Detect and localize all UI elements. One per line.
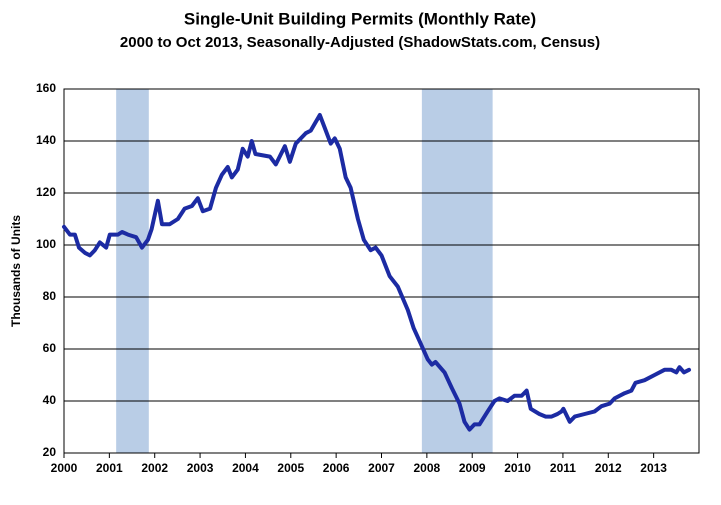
x-tick-label: 2011 xyxy=(550,461,576,475)
shaded-period xyxy=(421,89,493,453)
x-tick-label: 2003 xyxy=(187,461,214,475)
y-tick-label: 80 xyxy=(43,289,57,303)
x-tick-label: 2005 xyxy=(277,461,304,475)
y-tick-label: 40 xyxy=(43,393,57,407)
y-tick-label: 100 xyxy=(36,237,56,251)
y-tick-label: 160 xyxy=(36,81,56,95)
x-tick-label: 2006 xyxy=(323,461,350,475)
shaded-period xyxy=(116,89,149,453)
data-line xyxy=(62,113,692,432)
x-tick-label: 2009 xyxy=(459,461,486,475)
x-tick-label: 2008 xyxy=(414,461,441,475)
x-tick-label: 2007 xyxy=(368,461,395,475)
x-tick-label: 2013 xyxy=(640,461,667,475)
y-tick-label: 120 xyxy=(36,185,56,199)
x-tick-label: 2002 xyxy=(141,461,168,475)
y-tick-label: 20 xyxy=(43,445,57,459)
x-tick-label: 2012 xyxy=(595,461,622,475)
y-tick-label: 140 xyxy=(36,133,56,147)
y-axis-label: Thousands of Units xyxy=(9,215,23,327)
x-tick-label: 2010 xyxy=(504,461,531,475)
chart-title: Single-Unit Building Permits (Monthly Ra… xyxy=(184,9,536,28)
x-tick-label: 2004 xyxy=(232,461,259,475)
chart-subtitle: 2000 to Oct 2013, Seasonally-Adjusted (S… xyxy=(120,34,600,51)
x-tick-label: 2001 xyxy=(96,461,123,475)
plot-border xyxy=(63,88,700,454)
plot-area xyxy=(64,89,699,453)
y-tick-label: 60 xyxy=(43,341,57,355)
x-tick-label: 2000 xyxy=(51,461,78,475)
